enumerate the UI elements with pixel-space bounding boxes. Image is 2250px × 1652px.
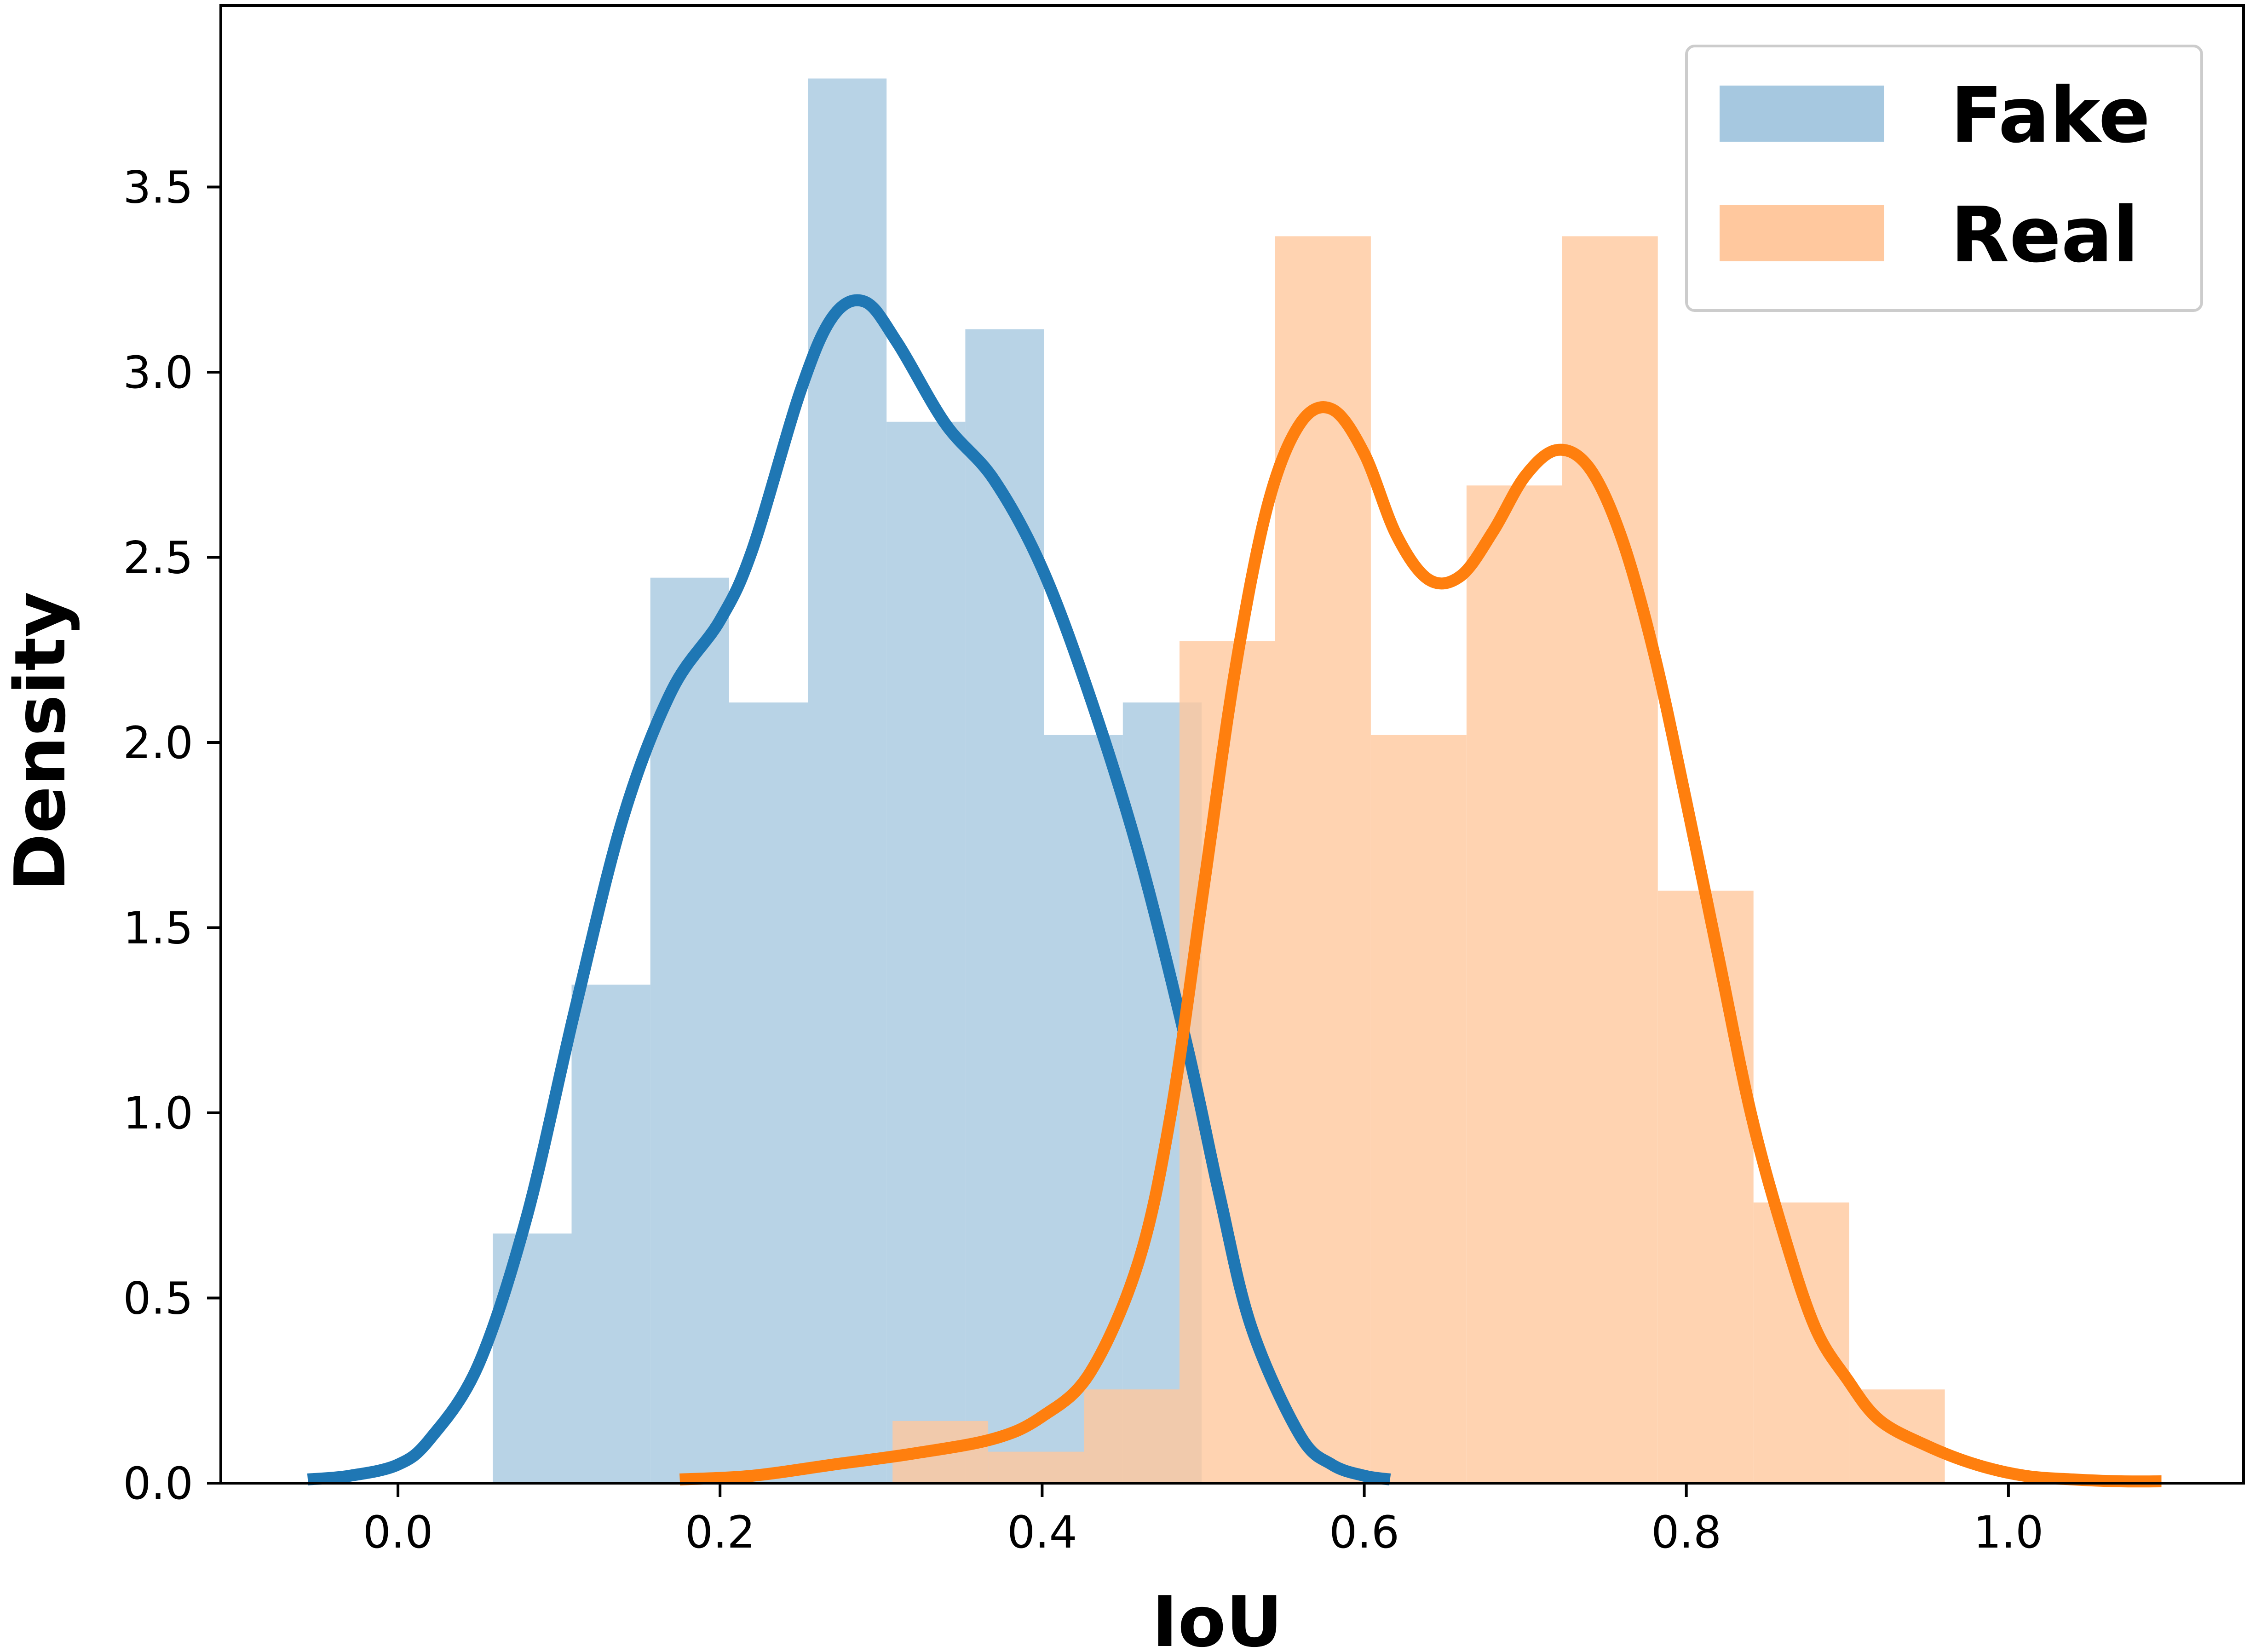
x-axis-ticks: 0.0 0.2 0.4 0.6 0.8 1.0: [363, 1483, 2043, 1558]
histogram-bar-fake-8: [1044, 735, 1123, 1483]
histogram-bar-fake-6: [886, 421, 966, 1483]
histogram-bar-real-10: [1753, 1202, 1849, 1483]
histogram-bar-fake-3: [650, 577, 729, 1483]
legend-swatch-fake: [1720, 86, 1884, 142]
legend: Fake Real: [1685, 45, 2203, 312]
histogram-bar-fake-1: [493, 1233, 572, 1483]
histogram-bar-real-7: [1466, 485, 1562, 1483]
histogram-bar-real-8: [1562, 236, 1658, 1483]
y-tick-label: 2.0: [123, 717, 193, 769]
y-tick-label: 3.5: [123, 162, 193, 213]
y-axis-ticks: 0.0 0.5 1.0 1.5 2.0 2.5 3.0 3.5: [123, 162, 221, 1509]
histogram-bar-real-2: [988, 1451, 1084, 1483]
histogram-bar-fake-4: [729, 702, 808, 1483]
kde-line-real: [679, 401, 2162, 1488]
y-tick-label: 2.5: [123, 532, 193, 584]
x-tick-label: 1.0: [1974, 1507, 2044, 1558]
x-tick-label: 0.2: [685, 1507, 755, 1558]
legend-label-real: Real: [1951, 191, 2139, 280]
histogram-bar-real-9: [1657, 891, 1754, 1483]
y-tick-label: 1.0: [123, 1088, 193, 1139]
x-tick-label: 0.6: [1329, 1507, 1399, 1558]
y-tick-label: 0.5: [123, 1273, 193, 1324]
y-tick-label: 1.5: [123, 903, 193, 954]
y-axis-title: Density: [0, 592, 81, 892]
x-tick-label: 0.0: [363, 1507, 433, 1558]
histogram-layer: [493, 78, 1945, 1483]
y-tick-label: 0.0: [123, 1458, 193, 1509]
histogram-bar-fake-5: [808, 78, 887, 1483]
histogram-bar-fake-7: [965, 329, 1044, 1483]
kde-layer: [307, 294, 2162, 1488]
histogram-bar-fake-2: [571, 984, 650, 1483]
histogram-bar-real-5: [1275, 236, 1371, 1483]
x-tick-label: 0.8: [1651, 1507, 1721, 1558]
legend-swatch-real: [1720, 205, 1884, 261]
histogram-bar-real-6: [1370, 735, 1467, 1483]
plot-frame: [219, 4, 2245, 1485]
kde-line-fake: [307, 294, 1391, 1485]
histogram-bar-real-3: [1084, 1389, 1180, 1483]
x-axis-title: IoU: [1152, 1581, 1283, 1652]
x-tick-label: 0.4: [1007, 1507, 1077, 1558]
y-tick-label: 3.0: [123, 347, 193, 398]
legend-label-fake: Fake: [1951, 71, 2150, 160]
